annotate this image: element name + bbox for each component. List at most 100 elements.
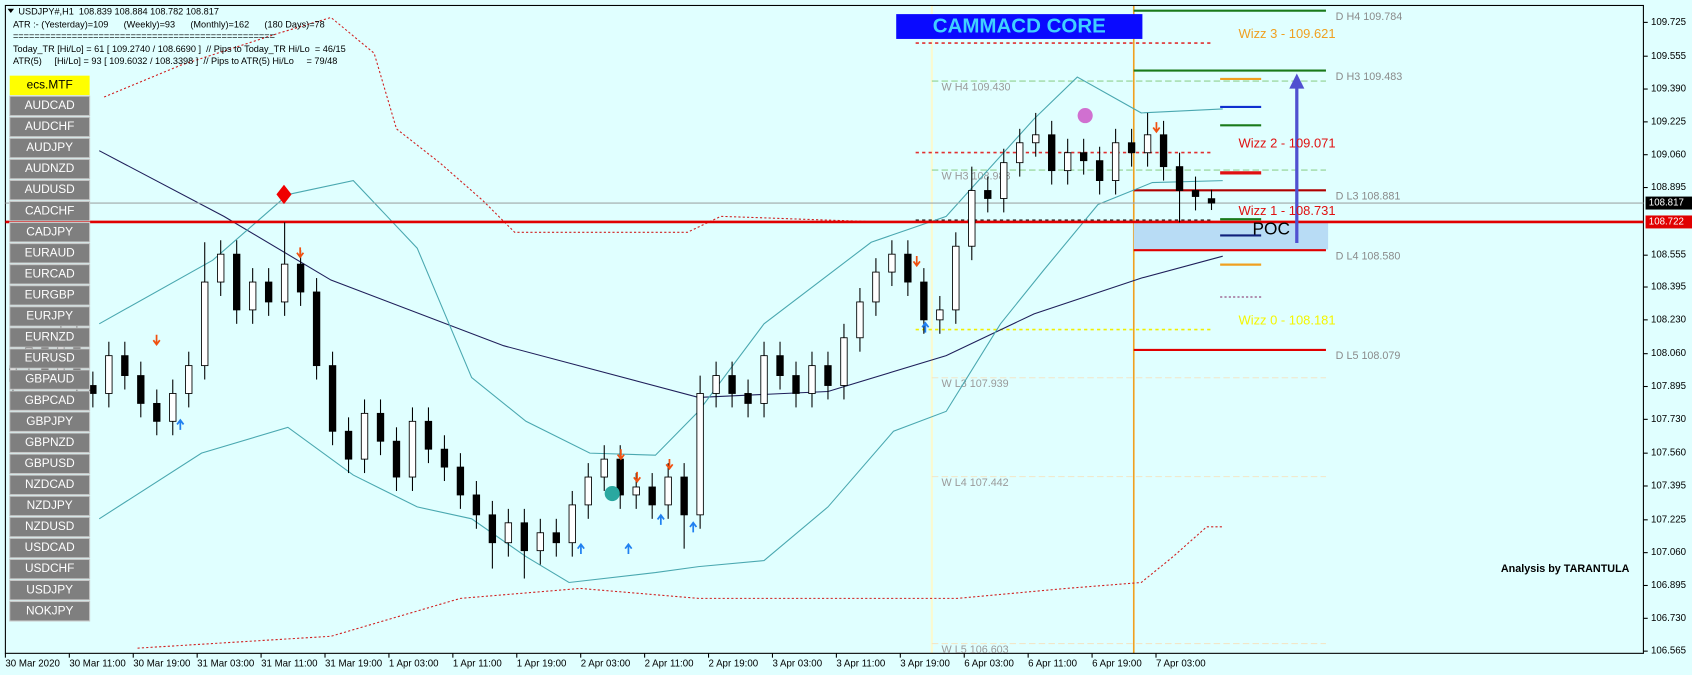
- symbol-button-bg: [9, 432, 91, 454]
- symbol-button[interactable]: EURCAD: [9, 264, 91, 285]
- symbol-button[interactable]: GBPNZD: [9, 432, 91, 454]
- x-tick-label: 1 Apr 19:00: [517, 659, 567, 670]
- x-tick-label: 30 Mar 2020: [5, 659, 60, 670]
- separator: ========================================…: [13, 31, 275, 41]
- x-tick-label: 31 Mar 03:00: [197, 659, 255, 670]
- candle-body: [376, 412, 385, 442]
- symbol-button[interactable]: GBPUSD: [9, 453, 91, 475]
- candle-body: [1048, 134, 1056, 172]
- symbol-button-label: GBPUSD: [25, 456, 75, 470]
- symbol-button[interactable]: EURNZD: [9, 327, 91, 348]
- banner-box: [896, 14, 1143, 39]
- candle-body: [552, 532, 560, 544]
- candle-body: [456, 466, 465, 496]
- symbol-button[interactable]: EURAUD: [9, 243, 91, 264]
- plot-frame: [4, 4, 1644, 654]
- mtf-button-bg: [9, 75, 90, 96]
- symbol-button[interactable]: AUDUSD: [9, 179, 91, 201]
- candle-body: [888, 253, 896, 273]
- candle-body: [89, 385, 97, 394]
- symbol-button-label: USDJPY: [26, 582, 73, 596]
- symbol-button-bg: [9, 474, 91, 496]
- y-tick-label: 106.565: [1651, 646, 1686, 657]
- symbol-button[interactable]: EURUSD: [9, 348, 91, 369]
- y-tick-label: 107.225: [1651, 514, 1686, 525]
- x-tick-label: 6 Apr 11:00: [1028, 659, 1078, 670]
- symbol-button-bg: [9, 369, 91, 390]
- symbol-button[interactable]: CADCHF: [9, 200, 91, 222]
- symbol-button-bg: [9, 137, 91, 159]
- y-tick-label: 107.730: [1651, 414, 1687, 425]
- candle-body: [1016, 142, 1024, 164]
- symbol-button[interactable]: USDCAD: [9, 537, 91, 559]
- symbol-button-label: AUDCAD: [25, 98, 75, 112]
- symbol-button-bg: [9, 243, 91, 264]
- candle-body: [792, 375, 800, 394]
- credit: Analysis by TARANTULA: [1501, 563, 1630, 575]
- candle-body: [296, 263, 305, 293]
- candle-body: [584, 476, 592, 506]
- candle-body: [664, 476, 672, 506]
- symbol-button[interactable]: USDCHF: [9, 558, 91, 580]
- symbol-button-bg: [9, 348, 91, 369]
- symbol-button-label: EURGBP: [25, 288, 75, 302]
- candle-body: [1032, 134, 1040, 144]
- symbol-button[interactable]: AUDCAD: [9, 95, 91, 117]
- symbol-button[interactable]: GBPJPY: [9, 411, 91, 432]
- symbol-button-bg: [9, 116, 91, 138]
- wizz-level-label: Wizz 3 - 109.621: [1238, 26, 1335, 41]
- symbol-button-bg: [9, 390, 91, 411]
- symbol-button[interactable]: GBPAUD: [9, 369, 91, 390]
- candle-body: [1000, 162, 1008, 199]
- symbol-button[interactable]: CADJPY: [9, 221, 91, 243]
- symbol-button[interactable]: EURJPY: [9, 306, 91, 327]
- symbol-button[interactable]: NZDJPY: [9, 495, 91, 517]
- candle-body: [1191, 190, 1200, 197]
- symbol-button-bg: [9, 95, 91, 117]
- candle-body: [648, 486, 656, 506]
- symbol-button-bg: [9, 558, 91, 580]
- symbol-button[interactable]: NOKJPY: [9, 600, 91, 622]
- symbol-button-bg: [9, 495, 91, 517]
- x-tick-label: 7 Apr 03:00: [1156, 659, 1206, 670]
- x-tick-label: 6 Apr 19:00: [1092, 659, 1142, 670]
- candle-body: [121, 355, 129, 376]
- daily-level-label: D L3 108.881: [1336, 191, 1401, 203]
- y-tick-label: 107.395: [1651, 481, 1686, 492]
- symbol-button[interactable]: EURGBP: [9, 285, 91, 306]
- symbol-button-label: EURJPY: [26, 309, 73, 323]
- symbol-button-label: GBPJPY: [26, 414, 73, 428]
- symbol-button[interactable]: AUDCHF: [9, 116, 91, 138]
- candle-body: [872, 271, 880, 303]
- candle-body: [408, 420, 417, 478]
- symbol-button[interactable]: AUDJPY: [9, 137, 91, 159]
- symbol-button-label: EURNZD: [25, 330, 74, 344]
- symbol-button[interactable]: NZDCAD: [9, 474, 91, 496]
- mtf-button[interactable]: ecs.MTF: [9, 75, 90, 96]
- signal-dot: [604, 485, 620, 502]
- daily-level-label: D H4 109.784: [1336, 11, 1403, 23]
- symbol-button-bg: [9, 179, 91, 201]
- x-tick-label: 1 Apr 11:00: [453, 659, 503, 670]
- symbol-button-label: USDCHF: [25, 561, 74, 575]
- x-tick-label: 6 Apr 03:00: [964, 659, 1014, 670]
- candle-body: [312, 291, 321, 367]
- symbol-button[interactable]: GBPCAD: [9, 390, 91, 411]
- indicator-line: [103, 16, 894, 233]
- symbol-button-label: AUDCHF: [25, 119, 74, 133]
- symbol-button[interactable]: NZDUSD: [9, 516, 91, 538]
- candle-body: [1127, 142, 1136, 154]
- symbol-button-bg: [9, 600, 91, 622]
- symbol-button[interactable]: AUDNZD: [9, 158, 91, 180]
- candle-body: [760, 355, 768, 404]
- candle-body: [153, 402, 161, 422]
- candle-body: [808, 365, 816, 394]
- sell-arrow: [616, 449, 625, 461]
- candle-body: [600, 458, 608, 478]
- data-layer: [5, 16, 1644, 649]
- symbol-button[interactable]: USDJPY: [9, 579, 91, 601]
- x-tick-label: 2 Apr 11:00: [645, 659, 695, 670]
- candle-body: [185, 365, 193, 394]
- x-tick-label: 3 Apr 11:00: [836, 659, 886, 670]
